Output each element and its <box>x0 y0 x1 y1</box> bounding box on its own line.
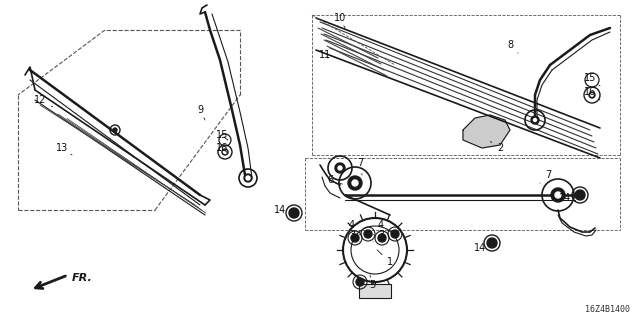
Text: 11: 11 <box>319 50 331 60</box>
Circle shape <box>244 174 252 182</box>
Circle shape <box>555 192 561 198</box>
Circle shape <box>575 190 585 200</box>
Text: 16: 16 <box>216 143 228 153</box>
Circle shape <box>222 149 228 155</box>
Circle shape <box>338 166 342 170</box>
Circle shape <box>487 238 497 248</box>
Circle shape <box>391 230 399 238</box>
Circle shape <box>348 176 362 190</box>
Text: 3: 3 <box>373 230 384 242</box>
Text: 2: 2 <box>490 141 503 153</box>
Text: 7: 7 <box>357 158 363 175</box>
Circle shape <box>352 180 358 186</box>
Circle shape <box>113 128 117 132</box>
Circle shape <box>289 208 299 218</box>
FancyBboxPatch shape <box>359 284 391 298</box>
Circle shape <box>378 234 386 242</box>
Text: 4: 4 <box>373 220 384 235</box>
Circle shape <box>551 188 565 202</box>
Circle shape <box>223 150 227 154</box>
Text: 13: 13 <box>56 143 72 155</box>
Text: 14: 14 <box>559 193 575 203</box>
Text: 6: 6 <box>327 175 342 185</box>
Text: 12: 12 <box>34 95 52 107</box>
Text: 7: 7 <box>540 170 551 183</box>
Text: 4: 4 <box>349 220 360 235</box>
Text: 15: 15 <box>584 73 600 86</box>
Text: FR.: FR. <box>72 273 93 283</box>
Text: 15: 15 <box>216 130 228 140</box>
Circle shape <box>335 163 345 173</box>
Circle shape <box>364 230 372 238</box>
Polygon shape <box>463 115 510 148</box>
Circle shape <box>591 94 593 96</box>
Text: 10: 10 <box>334 13 346 28</box>
Text: 14: 14 <box>474 243 490 253</box>
Circle shape <box>589 92 595 98</box>
Text: 9: 9 <box>197 105 205 120</box>
Circle shape <box>534 118 536 122</box>
Circle shape <box>351 234 359 242</box>
Text: 3: 3 <box>349 230 360 242</box>
Text: 16Z4B1400: 16Z4B1400 <box>585 306 630 315</box>
Text: 1: 1 <box>377 250 393 267</box>
Circle shape <box>356 278 364 286</box>
Text: 8: 8 <box>507 40 518 53</box>
Circle shape <box>531 116 539 124</box>
Text: 5: 5 <box>369 275 375 290</box>
Text: 14: 14 <box>274 205 294 215</box>
Text: 16: 16 <box>584 87 600 100</box>
Circle shape <box>246 176 250 180</box>
